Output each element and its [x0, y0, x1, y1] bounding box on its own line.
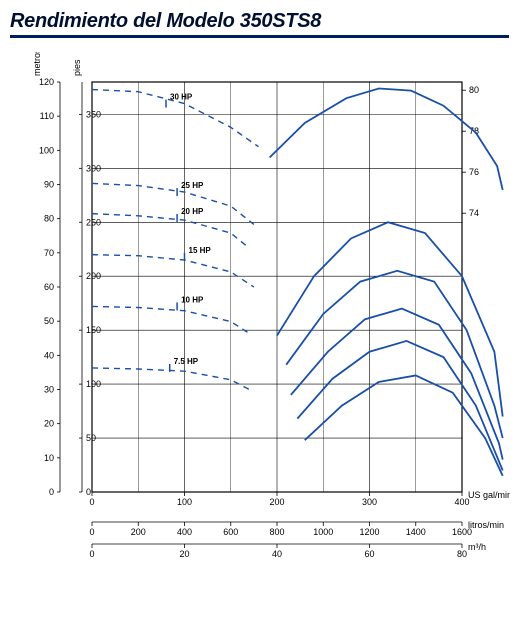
tick-x: 100	[177, 497, 192, 507]
hp-label: 10 HP	[181, 295, 204, 304]
hp-label: 7.5 HP	[174, 357, 199, 366]
axis-label-metros: metros	[32, 52, 42, 76]
tick-pies: 50	[86, 433, 96, 443]
tick-x: 600	[223, 527, 238, 537]
tick-x: 60	[364, 549, 374, 559]
tick-x: 800	[269, 527, 284, 537]
head-curve-dashed	[92, 368, 249, 390]
tick-x: 0	[89, 549, 94, 559]
tick-metros: 120	[39, 77, 54, 87]
x-axis-unit: m³/h	[468, 542, 486, 552]
tick-metros: 110	[40, 111, 54, 121]
hp-label: 25 HP	[181, 181, 204, 190]
tick-x: 200	[131, 527, 146, 537]
tick-x: 400	[177, 527, 192, 537]
tick-x: 20	[179, 549, 189, 559]
tick-x: 1000	[313, 527, 333, 537]
efficiency-curve	[305, 375, 503, 475]
x-axis-unit: litros/min	[468, 520, 504, 530]
tick-x: 300	[362, 497, 377, 507]
tick-metros: 10	[44, 453, 54, 463]
tick-x: 80	[457, 549, 467, 559]
head-curve-dashed	[92, 255, 254, 287]
axis-label-pies: pies	[72, 59, 82, 76]
tick-pies: 250	[86, 217, 101, 227]
tick-right: 74	[469, 208, 479, 218]
tick-pies: 300	[86, 163, 101, 173]
tick-metros: 90	[44, 180, 54, 190]
tick-metros: 20	[44, 419, 54, 429]
performance-chart: 0 10 20 30 40 50 60 70 80 90 100 110 120metros 0 50 100…	[10, 52, 510, 612]
tick-x: 200	[269, 497, 284, 507]
tick-x: 0	[89, 527, 94, 537]
tick-metros: 70	[44, 248, 54, 258]
tick-metros: 100	[39, 145, 54, 155]
tick-pies: 0	[86, 487, 91, 497]
hp-label: 20 HP	[181, 207, 204, 216]
tick-right: 76	[469, 167, 479, 177]
head-curve-dashed	[92, 183, 254, 224]
tick-right: 80	[469, 85, 479, 95]
head-curve-dashed	[92, 214, 249, 249]
head-curve-dashed	[92, 306, 249, 333]
tick-pies: 350	[86, 109, 101, 119]
tick-metros: 80	[44, 214, 54, 224]
hp-label: 15 HP	[189, 246, 212, 255]
efficiency-curve	[277, 222, 503, 416]
tick-pies: 100	[86, 379, 101, 389]
hp-label: 30 HP	[170, 93, 193, 102]
tick-x: 0	[89, 497, 94, 507]
tick-metros: 30	[44, 385, 54, 395]
tick-x: 40	[272, 549, 282, 559]
tick-metros: 0	[49, 487, 54, 497]
efficiency-curve	[297, 341, 502, 470]
efficiency-curve	[270, 88, 503, 189]
tick-metros: 40	[44, 350, 54, 360]
tick-x: 1400	[406, 527, 426, 537]
tick-metros: 50	[44, 316, 54, 326]
tick-pies: 150	[86, 325, 101, 335]
page-title: Rendimiento del Modelo 350STS8	[10, 10, 509, 38]
x-axis-unit: US gal/min	[468, 490, 510, 500]
tick-metros: 60	[44, 282, 54, 292]
tick-x: 1200	[359, 527, 379, 537]
tick-pies: 200	[86, 271, 101, 281]
